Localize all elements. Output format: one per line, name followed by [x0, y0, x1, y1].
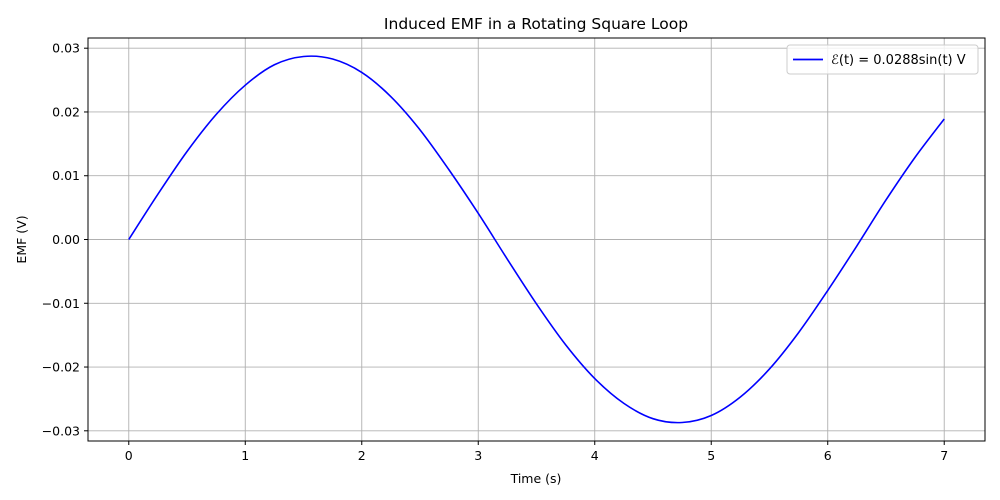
legend-label: ℰ(t) = 0.0288sin(t) V	[831, 53, 966, 68]
legend-box	[786, 44, 979, 75]
y-tick-label: 0.02	[52, 104, 80, 119]
y-tick-label: −0.02	[42, 360, 80, 375]
series-lines	[128, 55, 945, 424]
x-axis-label: Time (s)	[510, 471, 562, 486]
x-tick-label: 0	[125, 448, 133, 463]
x-tick-label: 7	[940, 448, 948, 463]
x-tick-label: 2	[358, 448, 366, 463]
legend: ℰ(t) = 0.0288sin(t) V	[786, 44, 979, 75]
y-tick-label: −0.03	[42, 423, 80, 438]
y-tick-label: 0.00	[52, 232, 80, 247]
y-tick-label: −0.01	[42, 296, 80, 311]
series-line	[128, 55, 945, 424]
y-tick-label: 0.03	[52, 41, 80, 56]
x-tick-label: 6	[824, 448, 832, 463]
x-axis-ticks: 0 1 2 3 4 5 6 7	[125, 441, 948, 463]
grid-lines	[88, 38, 985, 441]
x-tick-label: 4	[591, 448, 599, 463]
chart-title: Induced EMF in a Rotating Square Loop	[384, 15, 688, 33]
y-tick-label: 0.01	[52, 168, 80, 183]
x-tick-label: 5	[707, 448, 715, 463]
x-tick-label: 3	[474, 448, 482, 463]
y-axis-ticks: −0.03 −0.02 −0.01 0.00 0.01 0.02 0.03	[42, 41, 88, 438]
y-axis-label: EMF (V)	[14, 215, 29, 263]
x-tick-label: 1	[241, 448, 249, 463]
